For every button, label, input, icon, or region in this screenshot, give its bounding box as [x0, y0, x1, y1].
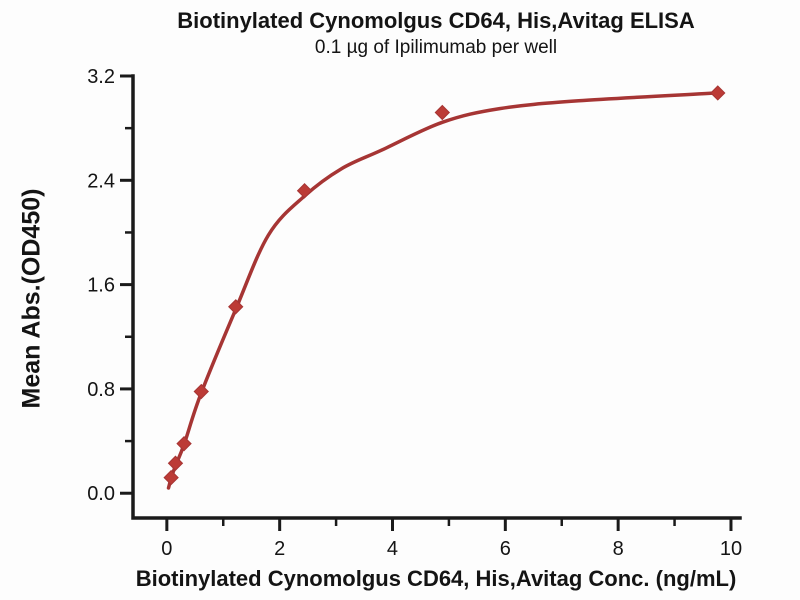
x-axis-title: Biotinylated Cynomolgus CD64, His,Avitag…	[135, 566, 737, 591]
data-point-marker	[710, 85, 726, 101]
data-point-marker	[434, 104, 451, 121]
y-tick-label: 0.0	[87, 483, 115, 505]
data-point-marker	[296, 183, 313, 199]
chart-subtitle: 0.1 µg of Ipilimumab per well	[314, 37, 558, 58]
data-point-marker	[176, 435, 192, 452]
x-tick-label: 2	[274, 538, 285, 560]
x-tick-label: 8	[613, 538, 624, 560]
y-tick-label: 2.4	[87, 170, 115, 192]
x-tick-label: 10	[720, 538, 742, 560]
y-tick-label: 1.6	[87, 275, 115, 297]
chart-title: Biotinylated Cynomolgus CD64, His,Avitag…	[177, 8, 695, 33]
data-point-marker	[163, 469, 179, 486]
fit-curve-line	[166, 91, 720, 490]
x-tick-label: 4	[387, 538, 398, 560]
data-point-marker	[193, 383, 209, 400]
y-tick-label: 3.2	[87, 66, 115, 88]
axis-lines	[131, 74, 742, 520]
y-tick-label: 0.8	[87, 379, 115, 401]
x-tick-label: 0	[161, 538, 172, 560]
data-point-marker	[167, 455, 184, 471]
x-tick-label: 6	[500, 538, 511, 560]
data-point-marker	[228, 299, 244, 315]
